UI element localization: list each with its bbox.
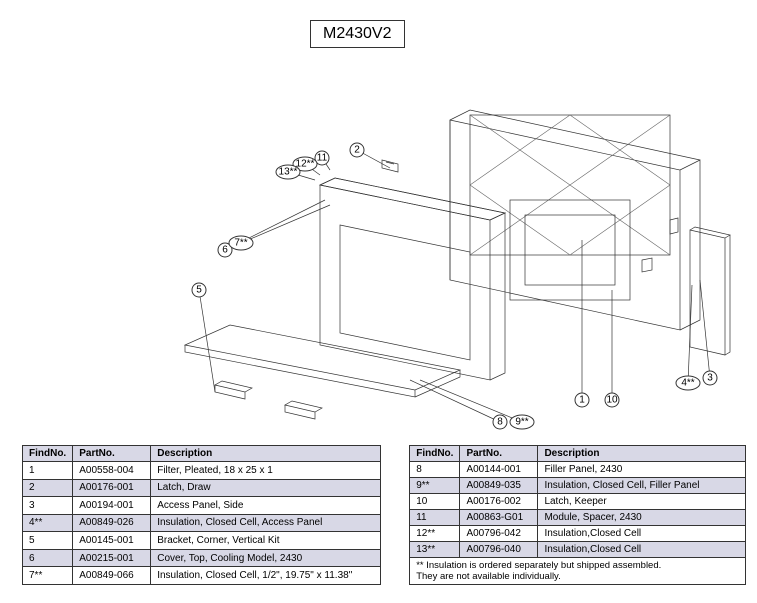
table-cell: A00194-001: [73, 497, 151, 515]
table-row: 7**A00849-066Insulation, Closed Cell, 1/…: [23, 567, 381, 585]
table-cell: 3: [23, 497, 73, 515]
table-cell: A00558-004: [73, 462, 151, 480]
table-cell: Insulation,Closed Cell: [538, 526, 746, 542]
callout-label: 13**: [279, 167, 298, 178]
col-header: PartNo.: [73, 446, 151, 462]
table-cell: A00863-G01: [460, 510, 538, 526]
table-row: 8A00144-001Filler Panel, 2430: [410, 462, 746, 478]
table-cell: A00176-001: [73, 479, 151, 497]
table-cell: A00849-066: [73, 567, 151, 585]
callout-label: 10: [606, 395, 618, 406]
table-cell: Filler Panel, 2430: [538, 462, 746, 478]
table-cell: A00796-042: [460, 526, 538, 542]
table-cell: Bracket, Corner, Vertical Kit: [151, 532, 381, 550]
table-row: 2A00176-001Latch, Draw: [23, 479, 381, 497]
table-cell: Insulation, Closed Cell, 1/2", 19.75" x …: [151, 567, 381, 585]
exploded-diagram: 21112**13**67**589**11034**: [20, 60, 740, 440]
table-cell: 10: [410, 494, 460, 510]
table-row: 4**A00849-026Insulation, Closed Cell, Ac…: [23, 514, 381, 532]
table-row: 10A00176-002Latch, Keeper: [410, 494, 746, 510]
table-cell: 13**: [410, 542, 460, 558]
callout-label: 2: [354, 145, 360, 156]
table-row: 5A00145-001Bracket, Corner, Vertical Kit: [23, 532, 381, 550]
col-header: Description: [538, 446, 746, 462]
table-cell: 12**: [410, 526, 460, 542]
table-cell: A00796-040: [460, 542, 538, 558]
parts-table-right: FindNo.PartNo.Description 8A00144-001Fil…: [409, 445, 746, 585]
table-cell: 6: [23, 549, 73, 567]
table-row: 9**A00849-035Insulation, Closed Cell, Fi…: [410, 478, 746, 494]
callout-label: 11: [317, 153, 328, 164]
table-cell: A00145-001: [73, 532, 151, 550]
callout-label: 8: [497, 417, 503, 428]
table-cell: A00176-002: [460, 494, 538, 510]
table-cell: 2: [23, 479, 73, 497]
col-header: PartNo.: [460, 446, 538, 462]
col-header: FindNo.: [23, 446, 73, 462]
table-cell: 9**: [410, 478, 460, 494]
table-cell: Insulation,Closed Cell: [538, 542, 746, 558]
callout-label: 4**: [681, 378, 694, 389]
table-cell: Insulation, Closed Cell, Access Panel: [151, 514, 381, 532]
col-header: FindNo.: [410, 446, 460, 462]
table-cell: A00849-035: [460, 478, 538, 494]
table-footnote: ** Insulation is ordered separately but …: [410, 558, 746, 585]
callout-label: 1: [579, 395, 585, 406]
table-cell: 4**: [23, 514, 73, 532]
callout-label: 3: [707, 373, 713, 384]
table-cell: 5: [23, 532, 73, 550]
parts-table-left: FindNo.PartNo.Description 1A00558-004Fil…: [22, 445, 381, 585]
table-row: 12**A00796-042Insulation,Closed Cell: [410, 526, 746, 542]
callout-label: 7**: [234, 238, 247, 249]
table-row: 3A00194-001Access Panel, Side: [23, 497, 381, 515]
table-cell: A00849-026: [73, 514, 151, 532]
callout-label: 9**: [515, 417, 528, 428]
table-row: 1A00558-004Filter, Pleated, 18 x 25 x 1: [23, 462, 381, 480]
model-title: M2430V2: [310, 20, 405, 48]
table-cell: Latch, Draw: [151, 479, 381, 497]
table-cell: Module, Spacer, 2430: [538, 510, 746, 526]
table-cell: Filter, Pleated, 18 x 25 x 1: [151, 462, 381, 480]
table-row: 6A00215-001Cover, Top, Cooling Model, 24…: [23, 549, 381, 567]
table-cell: A00215-001: [73, 549, 151, 567]
table-cell: 7**: [23, 567, 73, 585]
table-row: 13**A00796-040Insulation,Closed Cell: [410, 542, 746, 558]
table-cell: Cover, Top, Cooling Model, 2430: [151, 549, 381, 567]
table-cell: 8: [410, 462, 460, 478]
table-cell: Latch, Keeper: [538, 494, 746, 510]
parts-tables: FindNo.PartNo.Description 1A00558-004Fil…: [22, 445, 746, 585]
table-cell: Access Panel, Side: [151, 497, 381, 515]
footnote-cell: ** Insulation is ordered separately but …: [410, 558, 746, 585]
table-row: 11A00863-G01Module, Spacer, 2430: [410, 510, 746, 526]
table-cell: 1: [23, 462, 73, 480]
callout-label: 5: [196, 285, 202, 296]
table-cell: A00144-001: [460, 462, 538, 478]
col-header: Description: [151, 446, 381, 462]
callout-label: 6: [222, 245, 228, 256]
table-cell: 11: [410, 510, 460, 526]
table-cell: Insulation, Closed Cell, Filler Panel: [538, 478, 746, 494]
